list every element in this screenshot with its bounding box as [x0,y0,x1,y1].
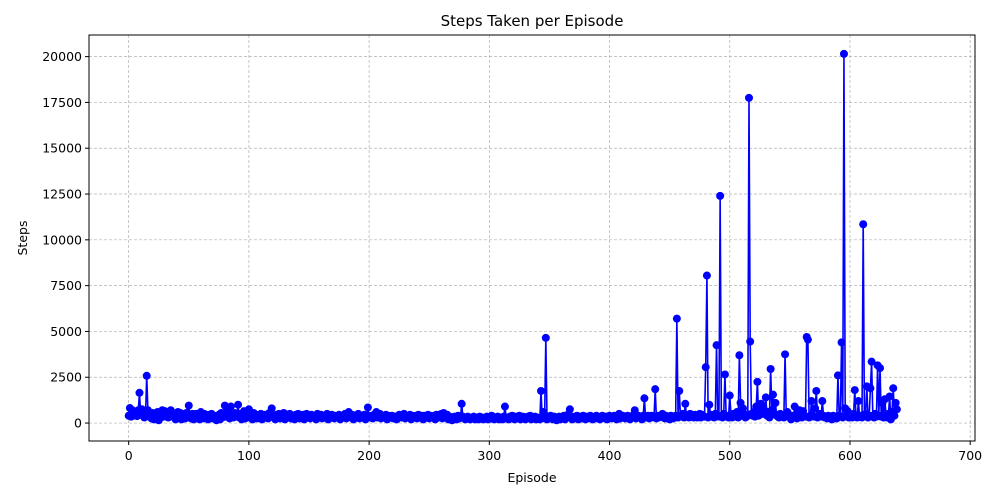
data-point [891,398,900,407]
y-axis: 0 2500 5000 7500 10000 12500 15000 17500 20000 [42,49,89,431]
data-point [651,385,660,394]
grid-lines [89,35,975,441]
x-tick-label: 200 [357,448,381,463]
data-point [746,337,755,346]
x-axis-label: Episode [507,470,556,485]
data-point [833,371,842,380]
data-point [716,191,725,200]
data-point [681,399,690,408]
y-axis-label: Steps [15,221,30,256]
data-point [705,400,714,409]
x-tick-label: 700 [958,448,982,463]
data-point [735,351,744,360]
data-point [363,403,372,412]
data-point [811,404,820,413]
data-point [712,341,721,350]
data-point [753,377,762,386]
data-point [812,386,821,395]
data-point [234,400,243,409]
y-tick-label: 2500 [50,370,82,385]
x-axis: 0 100 200 300 400 500 600 700 [125,441,982,463]
data-point [892,405,901,414]
data-point [267,404,276,413]
series-steps [124,49,901,425]
data-point [500,402,509,411]
data-point [672,314,681,323]
data-point [701,363,710,372]
data-point [850,386,859,395]
y-tick-label: 5000 [50,324,82,339]
y-tick-label: 17500 [42,95,82,110]
data-point [803,335,812,344]
data-point [725,391,734,400]
data-point [226,402,235,411]
data-point [761,393,770,402]
x-tick-label: 300 [477,448,501,463]
x-tick-label: 600 [838,448,862,463]
y-tick-label: 20000 [42,49,82,64]
data-point [135,388,144,397]
y-tick-label: 0 [74,416,82,431]
plot-frame [88,34,976,442]
data-point [537,386,546,395]
data-point [744,93,753,102]
x-tick-label: 400 [598,448,622,463]
data-point [839,49,848,58]
data-point [885,392,894,401]
data-point [876,364,885,373]
y-tick-label: 7500 [50,278,82,293]
data-point [867,357,876,366]
data-point [890,411,899,420]
data-point [807,397,816,406]
series-line [127,53,898,422]
x-tick-label: 100 [237,448,261,463]
data-point [771,398,780,407]
data-point [184,401,193,410]
data-point [889,384,898,393]
data-point [457,399,466,408]
data-point [541,333,550,342]
data-point [837,338,846,347]
chart-title: Steps Taken per Episode [441,12,624,30]
data-point [859,220,868,229]
data-point [818,397,827,406]
data-point [854,397,863,406]
data-point [866,384,875,393]
data-point [702,271,711,280]
data-point [766,365,775,373]
y-tick-label: 12500 [42,187,82,202]
data-point [675,386,684,395]
data-point [781,350,790,359]
data-point [142,371,151,380]
data-point [720,370,729,379]
x-tick-label: 500 [718,448,742,463]
y-tick-label: 15000 [42,141,82,156]
data-point [565,405,574,414]
data-point [640,394,649,403]
data-point [769,390,778,399]
y-tick-label: 10000 [42,232,82,247]
x-tick-label: 0 [125,448,133,463]
